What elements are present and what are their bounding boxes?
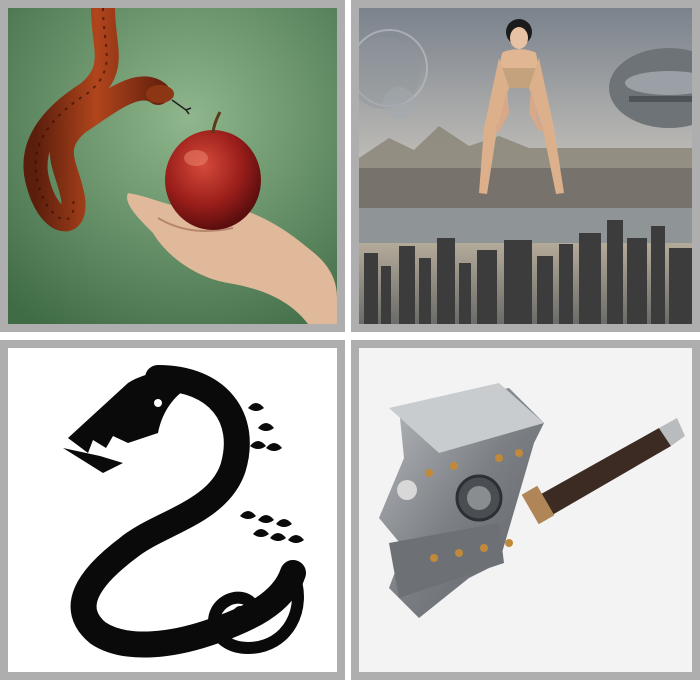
giant-over-city-image: [359, 8, 692, 324]
tile-serpent-symbol[interactable]: [0, 340, 345, 680]
tile-war-hammer[interactable]: [351, 340, 700, 680]
tile-snake-apple[interactable]: [0, 0, 345, 332]
snake-offering-apple-image: [8, 8, 337, 324]
warhammer-image: [359, 348, 692, 672]
black-serpent-symbol-image: [8, 348, 337, 672]
tile-giant-city[interactable]: [351, 0, 700, 332]
